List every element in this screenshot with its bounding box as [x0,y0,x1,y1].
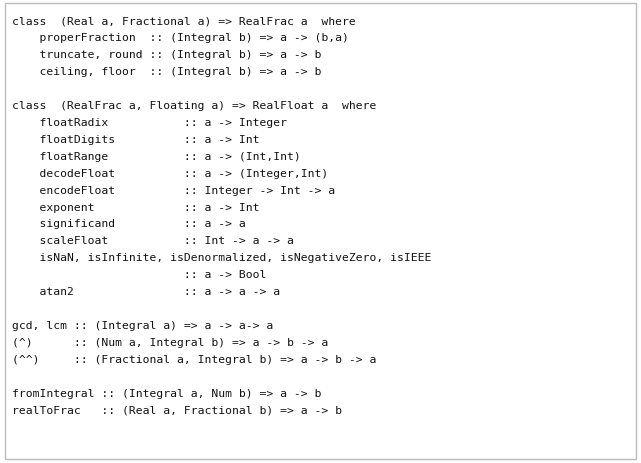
Text: truncate, round :: (Integral b) => a -> b: truncate, round :: (Integral b) => a -> … [12,50,321,60]
Text: atan2                :: a -> a -> a: atan2 :: a -> a -> a [12,287,279,297]
Text: :: a -> Bool: :: a -> Bool [12,269,266,280]
Text: encodeFloat          :: Integer -> Int -> a: encodeFloat :: Integer -> Int -> a [12,185,335,195]
Text: gcd, lcm :: (Integral a) => a -> a-> a: gcd, lcm :: (Integral a) => a -> a-> a [12,320,273,331]
Text: isNaN, isInfinite, isDenormalized, isNegativeZero, isIEEE: isNaN, isInfinite, isDenormalized, isNeg… [12,253,431,263]
Text: ceiling, floor  :: (Integral b) => a -> b: ceiling, floor :: (Integral b) => a -> b [12,67,321,77]
Text: exponent             :: a -> Int: exponent :: a -> Int [12,202,259,212]
Text: (^^)     :: (Fractional a, Integral b) => a -> b -> a: (^^) :: (Fractional a, Integral b) => a … [12,354,376,364]
Text: realToFrac   :: (Real a, Fractional b) => a -> b: realToFrac :: (Real a, Fractional b) => … [12,405,342,415]
Text: floatRadix           :: a -> Integer: floatRadix :: a -> Integer [12,118,287,128]
Text: fromIntegral :: (Integral a, Num b) => a -> b: fromIntegral :: (Integral a, Num b) => a… [12,388,321,398]
Text: class  (Real a, Fractional a) => RealFrac a  where: class (Real a, Fractional a) => RealFrac… [12,16,355,26]
Text: significand          :: a -> a: significand :: a -> a [12,219,246,229]
Text: (^)      :: (Num a, Integral b) => a -> b -> a: (^) :: (Num a, Integral b) => a -> b -> … [12,337,328,347]
Text: floatDigits          :: a -> Int: floatDigits :: a -> Int [12,134,259,144]
Text: scaleFloat           :: Int -> a -> a: scaleFloat :: Int -> a -> a [12,236,294,246]
Text: properFraction  :: (Integral b) => a -> (b,a): properFraction :: (Integral b) => a -> (… [12,33,349,43]
Text: decodeFloat          :: a -> (Integer,Int): decodeFloat :: a -> (Integer,Int) [12,168,328,178]
Text: class  (RealFrac a, Floating a) => RealFloat a  where: class (RealFrac a, Floating a) => RealFl… [12,101,376,111]
Text: floatRange           :: a -> (Int,Int): floatRange :: a -> (Int,Int) [12,151,300,162]
